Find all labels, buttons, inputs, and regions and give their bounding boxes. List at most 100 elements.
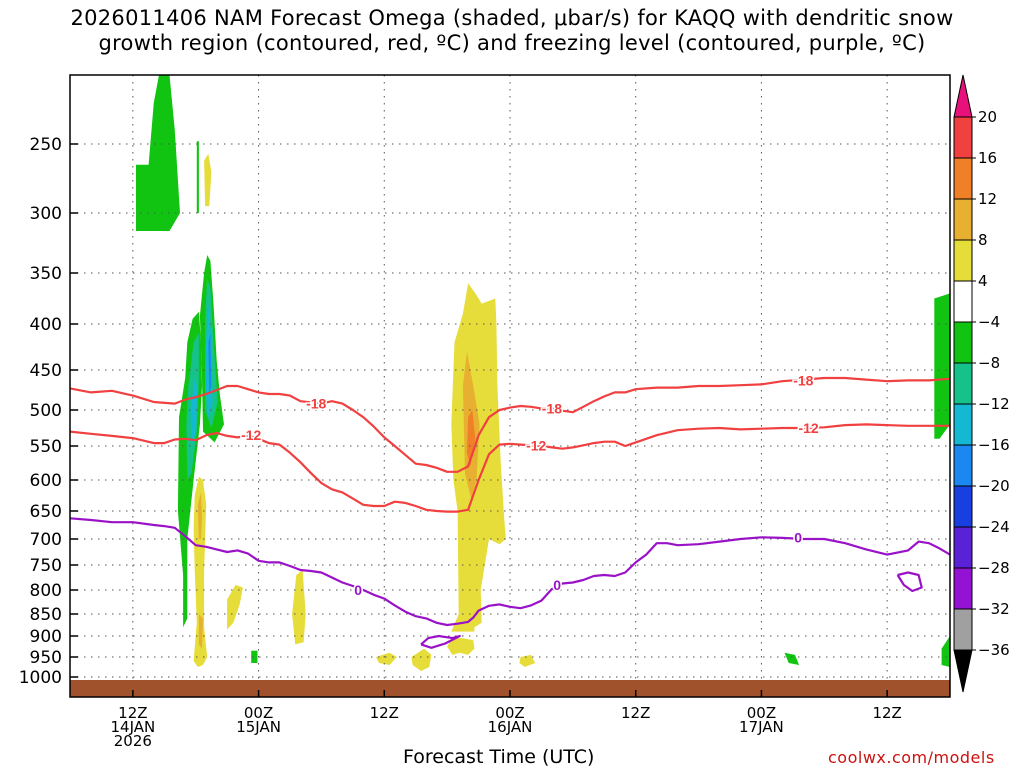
- chart-title-line-1: 2026011406 NAM Forecast Omega (shaded, μ…: [70, 6, 954, 30]
- omega-region: [292, 570, 306, 645]
- omega-region: [190, 378, 198, 446]
- contour-label: -18: [306, 396, 326, 412]
- omega-region: [136, 75, 180, 231]
- colorbar-bin: [953, 116, 973, 159]
- y-tick-label: 950: [30, 648, 62, 668]
- x-tick-label: 00Z: [244, 704, 273, 722]
- colorbar-bin: [953, 567, 973, 610]
- colorbar-bin: [953, 321, 973, 364]
- omega-region: [198, 614, 203, 649]
- contour-label: -12: [526, 437, 546, 453]
- y-tick-label: 900: [30, 627, 62, 647]
- colorbar-over-triangle: [953, 74, 973, 118]
- x-tick-label: 12Z: [872, 704, 901, 722]
- colorbar-bin: [953, 403, 973, 446]
- contour-line: [70, 376, 950, 473]
- colorbar-label: 8: [978, 231, 988, 249]
- site-credit-link[interactable]: coolwx.com/models: [828, 748, 995, 767]
- colorbar-label: −12: [978, 395, 1010, 413]
- y-tick-label: 800: [30, 581, 62, 601]
- contour-line: [70, 423, 950, 513]
- omega-region: [196, 141, 199, 213]
- colorbar-label: 4: [978, 272, 988, 290]
- x-tick-label: 12Z: [118, 704, 147, 722]
- contour-label: 0: [553, 577, 561, 593]
- y-tick-label: 750: [30, 556, 62, 576]
- colorbar-label: 16: [978, 149, 997, 167]
- y-tick-label: 500: [30, 401, 62, 421]
- omega-colorbar: 20 16 12 8 4 −4 −8 −12 −16 −20 −24 −28 −32 −36: [953, 74, 1010, 693]
- ground-terrain: [70, 680, 950, 697]
- colorbar-bin: [953, 526, 973, 569]
- temperature-contour-layer: -18 -18 -18 -12 -12 -12 0 0 0: [70, 371, 950, 649]
- x-tick-label: 12Z: [621, 704, 650, 722]
- omega-region: [193, 476, 208, 667]
- colorbar-label: 20: [978, 108, 997, 126]
- omega-region: [941, 636, 950, 667]
- colorbar-label: −24: [978, 518, 1010, 536]
- y-tick-label: 850: [30, 605, 62, 625]
- colorbar-label: −28: [978, 559, 1010, 577]
- omega-region: [197, 492, 202, 539]
- omega-region: [934, 293, 950, 439]
- colorbar-bin: [953, 157, 973, 200]
- x-tick-label: 15JAN: [236, 718, 281, 736]
- x-tick-label: 16JAN: [488, 718, 533, 736]
- x-axis-label: Forecast Time (UTC): [403, 746, 595, 768]
- colorbar-label: −4: [978, 313, 1000, 331]
- omega-region: [208, 333, 212, 394]
- y-tick-label: 700: [30, 530, 62, 550]
- x-tick-label: 00Z: [747, 704, 776, 722]
- pressure-axis: 2503003504004505005506006507007508008509…: [19, 135, 78, 688]
- colorbar-bin: [953, 280, 973, 323]
- omega-region: [467, 410, 476, 467]
- y-tick-label: 250: [30, 135, 62, 155]
- y-tick-label: 650: [30, 502, 62, 522]
- omega-region: [447, 638, 475, 655]
- contour-line: [420, 634, 461, 649]
- x-tick-label: 17JAN: [739, 718, 784, 736]
- omega-region: [375, 652, 397, 665]
- x-tick-label: 14JAN: [110, 718, 155, 736]
- y-tick-label: 1000: [19, 668, 62, 688]
- x-tick-label: 12Z: [370, 704, 399, 722]
- omega-region: [204, 153, 212, 207]
- colorbar-label: −20: [978, 477, 1010, 495]
- contour-line: [896, 571, 923, 593]
- colorbar-label: −8: [978, 354, 1000, 372]
- contour-label: -12: [241, 427, 261, 443]
- y-tick-label: 300: [30, 204, 62, 224]
- colorbar-label: −16: [978, 436, 1010, 454]
- contour-label: 0: [354, 582, 362, 598]
- omega-region: [411, 648, 432, 671]
- contour-label: -18: [793, 372, 813, 388]
- colorbar-under-triangle: [953, 649, 973, 693]
- grid-layer: [70, 75, 950, 697]
- contour-label: -18: [542, 400, 562, 416]
- colorbar-bin: [953, 608, 973, 651]
- y-tick-label: 600: [30, 471, 62, 491]
- y-tick-label: 450: [30, 361, 62, 381]
- colorbar-bin: [953, 239, 973, 282]
- colorbar-label: 12: [978, 190, 997, 208]
- colorbar-label: −36: [978, 641, 1010, 659]
- contour-label: 0: [794, 529, 802, 545]
- chart-title-line-2: growth region (contoured, red, ºC) and f…: [98, 31, 926, 55]
- colorbar-bin: [953, 444, 973, 487]
- colorbar-label: −32: [978, 600, 1010, 618]
- colorbar-bin: [953, 198, 973, 241]
- colorbar-bin: [953, 362, 973, 405]
- contour-line: [70, 517, 950, 627]
- chart-title: 2026011406 NAM Forecast Omega (shaded, μ…: [0, 6, 1024, 56]
- contour-label: -12: [798, 420, 818, 436]
- omega-region: [227, 585, 243, 630]
- x-tick-label: 00Z: [495, 704, 524, 722]
- omega-region: [251, 650, 258, 663]
- colorbar-bin: [953, 485, 973, 528]
- x-tick-label: 2026: [114, 732, 152, 750]
- omega-shading-layer: [136, 75, 950, 671]
- y-tick-label: 350: [30, 264, 62, 284]
- y-tick-label: 550: [30, 437, 62, 457]
